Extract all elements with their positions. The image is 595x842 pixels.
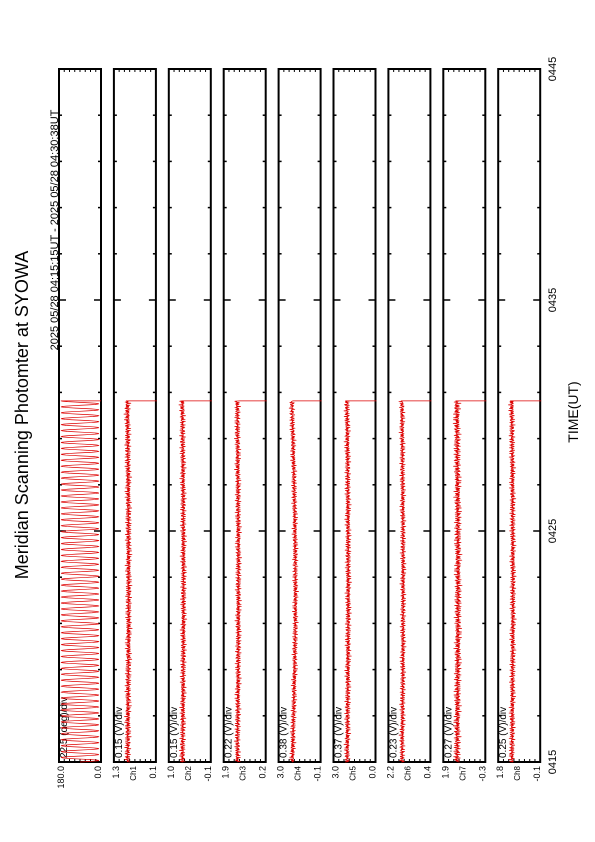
panel-scale-label: 0.38 (V)/div (279, 707, 290, 758)
panel-frame (222, 68, 267, 763)
panel-ymin-label: 0.0 (368, 766, 378, 779)
panel-ymax-label: 1.0 (166, 766, 176, 779)
panel-7: 2.2 0.4 Ch6 0.23 (V)/div (385, 68, 432, 781)
series-line-panel-7 (398, 400, 432, 763)
panel-frame (277, 68, 322, 763)
panel-frame (387, 68, 432, 763)
x-axis-label: TIME(UT) (565, 381, 581, 442)
panel-1: 180.0 0.022.5 (deg)/div (56, 68, 103, 789)
panel-channel-label: Ch2 (184, 765, 193, 780)
panel-ymax-label: 1.3 (111, 766, 121, 779)
panel-ymin-label: -0.1 (532, 766, 542, 782)
panel-9: 1.8 -0.1 Ch8 0.25 (V)/div (495, 68, 542, 782)
panel-channel-label: Ch4 (294, 765, 303, 780)
panel-frame (112, 68, 157, 763)
panel-ymax-label: 2.2 (385, 766, 395, 779)
panel-frame (442, 68, 487, 763)
panel-ymin-label: 0.1 (148, 766, 158, 779)
panel-5: 3.0 -0.1 Ch4 0.38 (V)/div (276, 68, 323, 782)
panel-ymin-label: 0.0 (93, 766, 103, 779)
panel-scale-label: 0.15 (V)/div (114, 707, 125, 758)
x-tick-label: 0415 (547, 750, 559, 774)
panel-channel-label: Ch7 (458, 765, 467, 780)
x-tick-label: 0445 (547, 57, 559, 81)
panel-ymin-label: -0.1 (313, 766, 323, 782)
series-line-panel-9 (508, 400, 542, 763)
panel-ymin-label: 0.4 (422, 766, 432, 779)
panel-frame (497, 68, 542, 763)
panel-scale-label: 0.23 (V)/div (388, 707, 399, 758)
series-line-panel-6 (343, 400, 377, 763)
panel-frame (332, 68, 377, 763)
panel-ymax-label: 3.0 (276, 766, 286, 779)
series-line-panel-5 (288, 400, 322, 763)
panel-channel-label: Ch6 (403, 765, 412, 780)
figure-title: Meridian Scanning Photomter at SYOWA (12, 251, 32, 579)
panel-ymax-label: 1.9 (440, 766, 450, 779)
panel-ymax-label: 180.0 (56, 766, 66, 789)
panel-scale-label: 0.37 (V)/div (334, 707, 345, 758)
panel-channel-label: Ch1 (129, 765, 138, 780)
panel-frame (167, 68, 212, 763)
panel-6: 3.0 0.0 Ch5 0.37 (V)/div (331, 68, 378, 781)
panel-2: 1.3 0.1 Ch1 0.15 (V)/div (111, 68, 158, 781)
x-tick-label: 0425 (547, 519, 559, 543)
panel-scale-label: 0.15 (V)/div (169, 707, 180, 758)
series-line-panel-3 (178, 400, 212, 763)
panel-scale-label: 0.27 (V)/div (443, 707, 454, 758)
panel-channel-label: Ch5 (349, 765, 358, 780)
series-line-panel-1 (60, 400, 101, 763)
panel-ymin-label: -0.1 (203, 766, 213, 782)
panel-ymax-label: 3.0 (331, 766, 341, 779)
panel-ymax-label: 1.9 (221, 766, 231, 779)
panel-channel-label: Ch3 (239, 765, 248, 780)
series-line-panel-4 (233, 400, 267, 763)
panel-scale-label: 0.25 (V)/div (498, 707, 509, 758)
panel-ymin-label: 0.2 (258, 766, 268, 779)
series-line-panel-8 (452, 400, 487, 763)
panel-4: 1.9 0.2 Ch3 0.22 (V)/div (221, 68, 268, 781)
panel-ymin-label: -0.3 (477, 766, 487, 782)
x-tick-labels: 0415 0425 0435 0445 (547, 57, 559, 774)
series-line-panel-2 (123, 400, 157, 763)
panel-scale-label: 0.22 (V)/div (224, 707, 235, 758)
panel-3: 1.0 -0.1 Ch2 0.15 (V)/div (166, 68, 213, 782)
panel-ymax-label: 1.8 (495, 766, 505, 779)
panel-8: 1.9 -0.3 Ch7 0.27 (V)/div (440, 68, 487, 782)
x-tick-label: 0435 (547, 288, 559, 312)
panel-channel-label: Ch8 (513, 765, 522, 780)
